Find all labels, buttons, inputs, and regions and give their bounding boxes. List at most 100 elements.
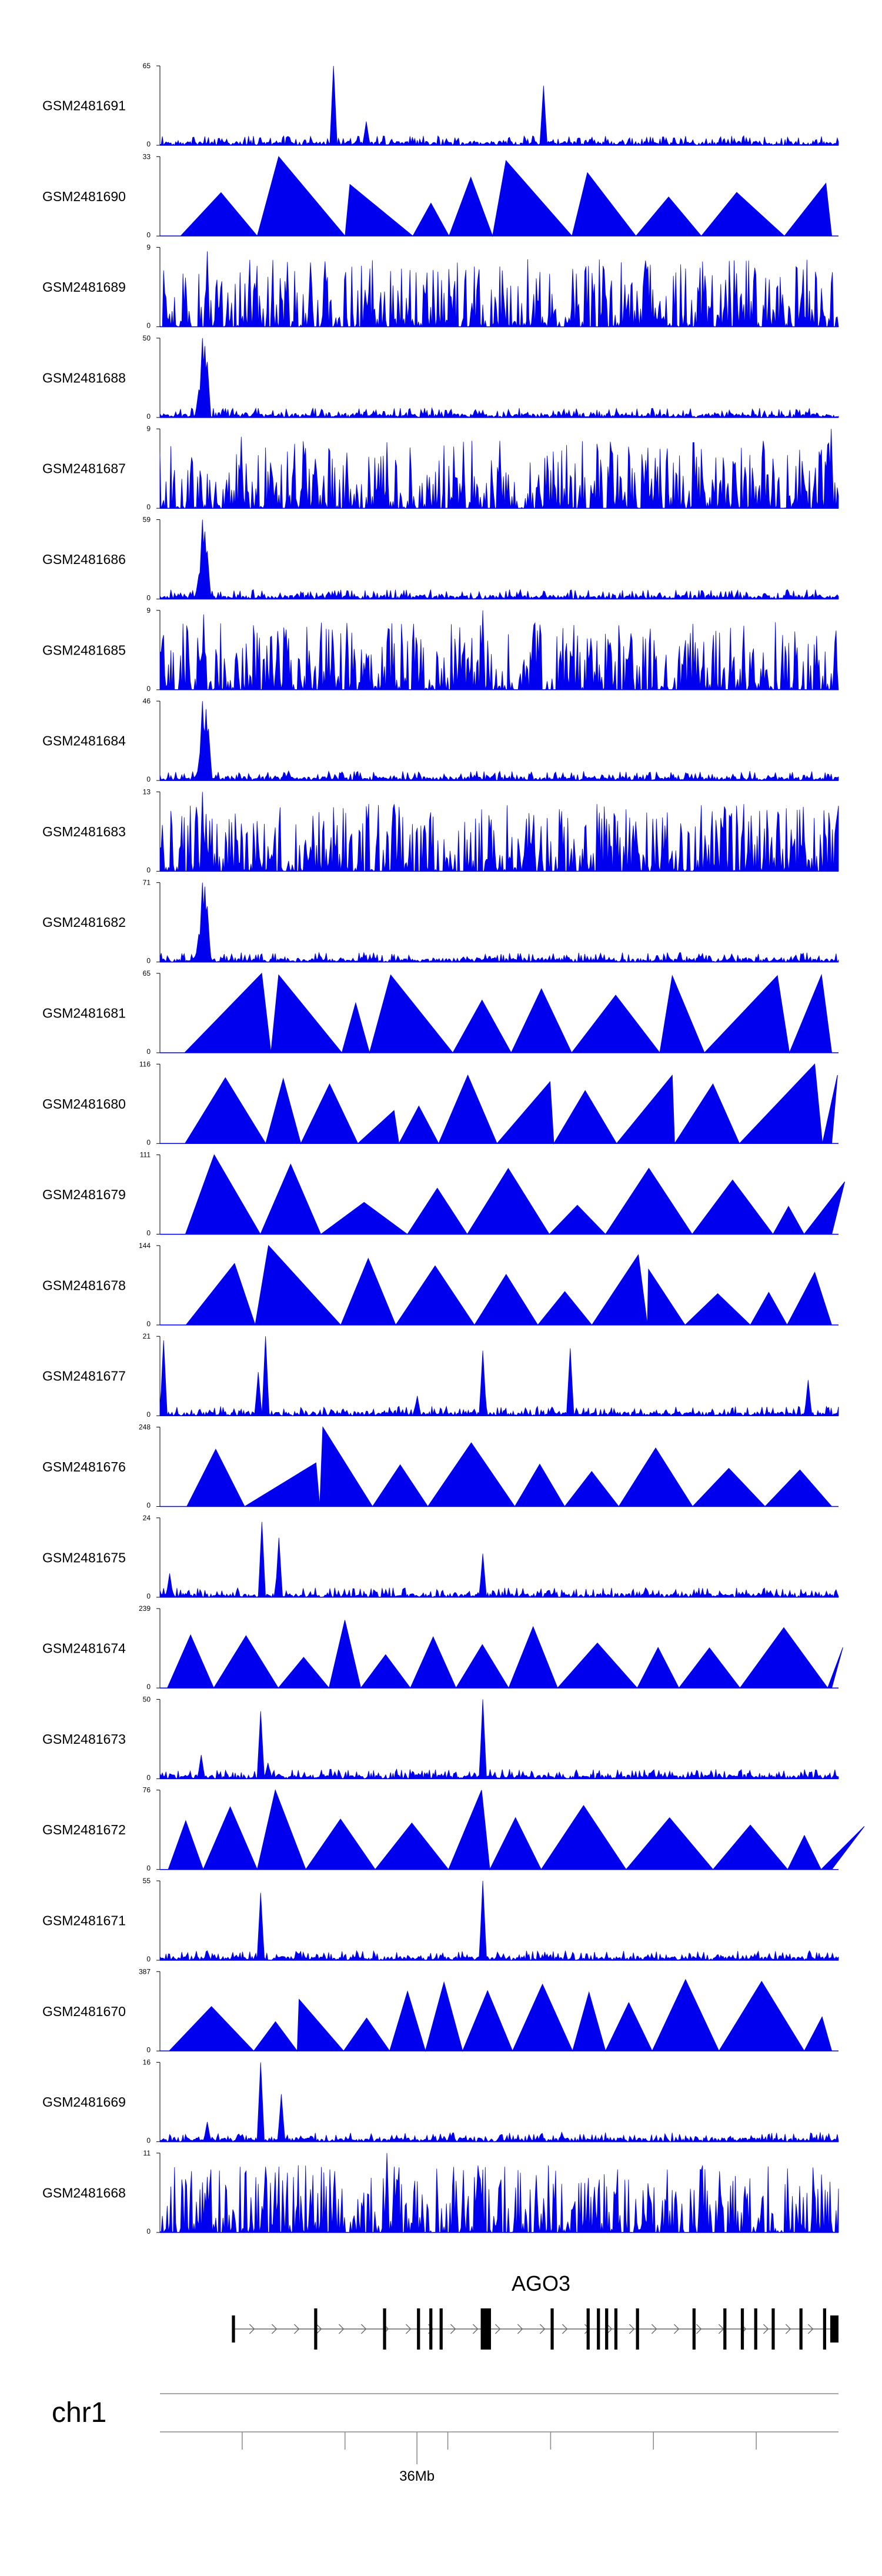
signal-area <box>160 1154 846 1235</box>
signal-area <box>160 1244 838 1326</box>
signal-area <box>160 1788 865 1871</box>
chromosome-label: chr1 <box>52 2397 106 2428</box>
y-max-label: 50 <box>143 334 151 342</box>
strand-arrow <box>472 2324 479 2334</box>
y-zero-label: 0 <box>146 1047 151 1056</box>
signal-area <box>159 1699 839 1780</box>
y-zero-label: 0 <box>146 594 151 602</box>
track-label: GSM2481681 <box>42 1006 126 1021</box>
y-zero-label: 0 <box>146 1773 151 1781</box>
gene-model: AGO3 <box>232 2271 838 2350</box>
track-GSM2481671: GSM2481671 55 0 <box>42 1877 839 1963</box>
signal-area <box>159 1880 839 1961</box>
y-zero-label: 0 <box>146 1592 151 1600</box>
y-max-label: 387 <box>139 1967 151 1976</box>
exon <box>586 2308 590 2350</box>
exon <box>605 2308 609 2350</box>
y-zero-label: 0 <box>146 957 151 965</box>
y-zero-label: 0 <box>146 2227 151 2235</box>
signal-area <box>160 1426 838 1507</box>
track-GSM2481670: GSM2481670 387 0 <box>42 1967 838 2054</box>
track-label: GSM2481686 <box>42 552 126 567</box>
y-zero-label: 0 <box>146 2046 151 2054</box>
exon <box>232 2315 235 2343</box>
y-max-label: 9 <box>146 606 151 615</box>
y-max-label: 65 <box>143 969 151 977</box>
y-zero-label: 0 <box>146 685 151 693</box>
track-label: GSM2481687 <box>42 461 126 476</box>
track-label: GSM2481675 <box>42 1550 126 1565</box>
track-GSM2481669: GSM2481669 16 0 <box>42 2058 839 2145</box>
exon <box>597 2308 600 2350</box>
y-max-label: 55 <box>143 1877 151 1885</box>
exon <box>692 2308 696 2350</box>
exon <box>754 2308 757 2350</box>
exon <box>823 2308 827 2350</box>
y-zero-label: 0 <box>146 866 151 874</box>
track-GSM2481691: GSM2481691 65 0 <box>42 62 839 148</box>
track-label: GSM2481680 <box>42 1096 126 1112</box>
track-GSM2481687: GSM2481687 9 0 <box>42 425 839 511</box>
y-max-label: 21 <box>143 1332 151 1340</box>
track-label: GSM2481670 <box>42 2004 126 2019</box>
signal-area <box>159 65 839 146</box>
signal-area <box>159 251 839 328</box>
exon <box>799 2308 803 2350</box>
y-max-label: 248 <box>139 1423 151 1432</box>
track-label: GSM2481690 <box>42 189 126 204</box>
track-GSM2481690: GSM2481690 33 0 <box>42 152 838 239</box>
track-GSM2481689: GSM2481689 9 0 <box>42 243 839 330</box>
track-GSM2481677: GSM2481677 21 0 <box>42 1332 839 1419</box>
signal-area <box>159 1336 839 1417</box>
y-max-label: 16 <box>143 2058 151 2067</box>
y-max-label: 76 <box>143 1786 151 1794</box>
y-max-label: 50 <box>143 1695 151 1703</box>
track-GSM2481684: GSM2481684 46 0 <box>42 697 839 783</box>
track-GSM2481683: GSM2481683 13 0 <box>42 788 839 874</box>
exon <box>550 2308 554 2350</box>
y-max-label: 13 <box>143 788 151 796</box>
exon <box>383 2308 386 2350</box>
track-GSM2481681: GSM2481681 65 0 <box>42 969 838 1056</box>
track-GSM2481672: GSM2481672 76 0 <box>42 1786 865 1873</box>
track-GSM2481673: GSM2481673 50 0 <box>42 1695 839 1781</box>
signal-area <box>159 610 839 691</box>
track-GSM2481688: GSM2481688 50 0 <box>42 334 839 421</box>
y-zero-label: 0 <box>146 1864 151 1873</box>
strand-arrow <box>271 2324 278 2334</box>
signal-area <box>160 1620 843 1689</box>
track-GSM2481685: GSM2481685 9 0 <box>42 606 839 693</box>
y-zero-label: 0 <box>146 412 151 421</box>
y-zero-label: 0 <box>146 1683 151 1691</box>
y-max-label: 9 <box>146 425 151 433</box>
signal-area <box>159 792 839 872</box>
signal-area <box>159 519 839 600</box>
track-GSM2481676: GSM2481676 248 0 <box>42 1423 838 1510</box>
exon <box>740 2308 744 2350</box>
y-max-label: 239 <box>139 1604 151 1613</box>
y-max-label: 144 <box>139 1242 151 1250</box>
exon <box>771 2308 775 2350</box>
strand-arrow <box>763 2324 769 2334</box>
track-GSM2481674: GSM2481674 239 0 <box>42 1604 843 1691</box>
y-zero-label: 0 <box>146 775 151 783</box>
signal-area <box>160 1063 838 1144</box>
exon <box>439 2308 443 2350</box>
track-GSM2481675: GSM2481675 24 0 <box>42 1514 839 1600</box>
signal-area <box>159 882 839 963</box>
y-zero-label: 0 <box>146 2137 151 2145</box>
y-zero-label: 0 <box>146 322 151 330</box>
track-label: GSM2481683 <box>42 824 126 839</box>
y-zero-label: 0 <box>146 503 151 511</box>
track-GSM2481682: GSM2481682 71 0 <box>42 879 839 965</box>
strand-arrow <box>316 2324 322 2334</box>
track-label: GSM2481688 <box>42 370 126 385</box>
y-max-label: 24 <box>143 1514 151 1522</box>
strand-arrow <box>807 2324 814 2334</box>
track-label: GSM2481674 <box>42 1641 126 1656</box>
track-label: GSM2481668 <box>42 2185 126 2200</box>
strand-arrow <box>293 2324 300 2334</box>
exon <box>429 2308 433 2350</box>
track-label: GSM2481671 <box>42 1913 126 1928</box>
strand-arrow <box>249 2324 255 2334</box>
